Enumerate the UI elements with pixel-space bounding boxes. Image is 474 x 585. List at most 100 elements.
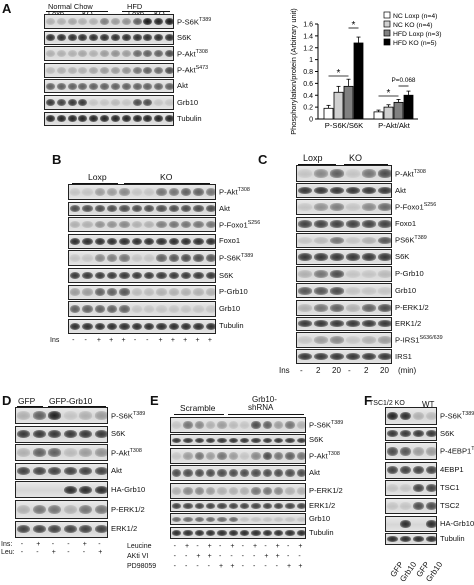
condition-label: Leu:	[1, 549, 15, 557]
band	[330, 169, 344, 178]
phospho-site: T308	[327, 450, 340, 457]
condition-label: Ins:	[1, 541, 13, 549]
band	[330, 270, 344, 279]
protein-name: Grb10	[395, 285, 417, 295]
band	[314, 220, 328, 228]
band	[69, 188, 81, 196]
band	[48, 411, 62, 420]
panel-letter: B	[52, 152, 62, 167]
band	[251, 469, 261, 478]
band	[183, 451, 193, 460]
protein-name: ERK1/2	[395, 318, 422, 328]
band	[69, 288, 81, 296]
protein-name: P-Foxo1	[219, 220, 248, 230]
band	[119, 188, 130, 196]
band	[378, 303, 391, 312]
blot-strip-2	[385, 442, 437, 461]
condition-value: +	[98, 549, 103, 557]
blot-strip-4	[68, 250, 216, 267]
band	[131, 188, 142, 196]
band	[156, 221, 167, 229]
protein-name: S6K	[219, 270, 234, 280]
blot-row-label: Tubulin	[177, 114, 202, 123]
condition-value: +	[230, 543, 235, 551]
band	[330, 336, 344, 344]
band	[217, 451, 227, 460]
phospho-site: T389	[414, 235, 427, 242]
band	[171, 503, 182, 509]
band	[346, 203, 360, 212]
band	[387, 430, 398, 437]
protein-name: HA-Grb10	[111, 484, 146, 494]
band	[63, 504, 77, 515]
band	[94, 254, 105, 263]
band	[69, 254, 81, 263]
band	[168, 271, 179, 280]
protein-name: ERK1/2	[111, 524, 138, 534]
band	[143, 322, 155, 330]
band	[217, 469, 227, 478]
band	[194, 437, 205, 444]
blot-strip-4	[15, 481, 108, 499]
band	[78, 34, 88, 41]
protein-name: P-4EBP1	[440, 446, 472, 456]
band	[143, 221, 155, 229]
band	[45, 50, 55, 58]
sig-star: *	[337, 68, 341, 79]
band	[106, 205, 118, 212]
band	[106, 188, 118, 196]
blot-strip-2	[44, 46, 174, 62]
blot-strip-11	[296, 349, 392, 365]
protein-name: Tubulin	[219, 321, 244, 331]
band	[78, 98, 88, 107]
blot-row-label: P-S6KT389	[111, 411, 145, 420]
condition-value: +	[183, 337, 188, 345]
panel-letter: A	[2, 1, 12, 16]
protein-name: P-S6K	[219, 253, 241, 263]
band	[78, 115, 88, 122]
band	[362, 270, 376, 279]
condition-value: -	[133, 337, 137, 345]
blot-strip-7	[68, 301, 216, 318]
band	[143, 50, 153, 58]
band	[156, 188, 167, 196]
y-tick-label: 1	[309, 57, 313, 64]
bar	[383, 106, 394, 120]
blot-row-label: PS6KT389	[395, 235, 427, 245]
condition-value: +	[158, 337, 163, 345]
blot-strip-5	[44, 95, 174, 110]
band	[194, 503, 205, 509]
condition-value: +	[264, 553, 269, 561]
band	[121, 34, 131, 41]
condition-value: -	[230, 553, 233, 561]
blot-row-label: S6K	[111, 430, 125, 438]
band	[56, 115, 66, 122]
condition-label: PD98059	[127, 563, 157, 571]
band	[100, 83, 110, 90]
band	[251, 503, 261, 509]
band	[262, 516, 273, 523]
band	[296, 503, 305, 509]
band	[82, 237, 93, 245]
band	[262, 451, 273, 460]
blot-strip-2	[68, 217, 216, 233]
blot-strip-3	[44, 62, 174, 78]
band	[143, 205, 155, 212]
y-tick-label: 0.6	[303, 81, 313, 88]
band	[228, 437, 239, 444]
band	[143, 188, 155, 196]
band	[239, 469, 250, 478]
blot-strip-2	[170, 447, 306, 464]
band	[180, 237, 192, 245]
band	[298, 336, 312, 344]
band	[346, 236, 360, 244]
protein-name: P-S6K	[177, 17, 199, 27]
band	[378, 236, 391, 244]
phospho-site: S256	[247, 219, 261, 226]
protein-name: P-S6K	[309, 420, 331, 430]
blot-row-label: P-Grb10	[395, 270, 424, 278]
band	[330, 287, 344, 295]
band	[298, 203, 312, 212]
band	[132, 34, 142, 41]
protein-name: P-Akt	[177, 65, 196, 75]
